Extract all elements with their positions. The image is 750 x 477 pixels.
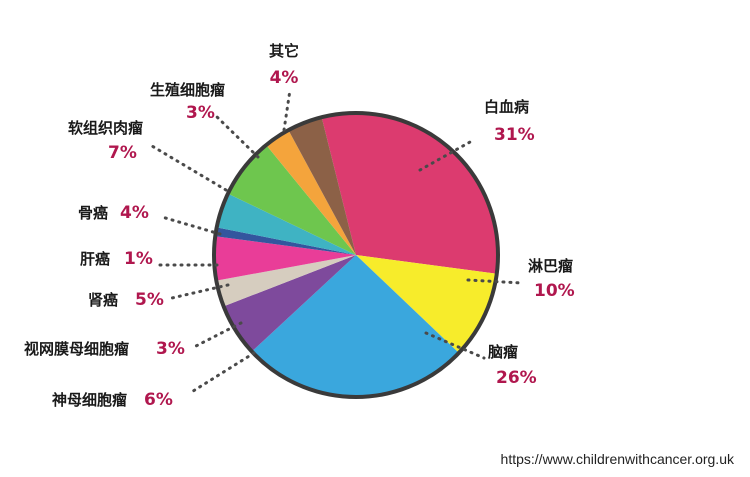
slice-label-11: 其它 xyxy=(269,42,299,60)
slice-value-1: 31% xyxy=(494,125,535,145)
slice-label-2: 淋巴瘤 xyxy=(528,257,573,275)
slice-value-2: 10% xyxy=(534,281,575,301)
slice-label-9: 软组织肉瘤 xyxy=(68,119,143,137)
pie-outline xyxy=(212,111,500,399)
slice-label-6: 肾癌 xyxy=(88,291,118,309)
leader-line-8 xyxy=(160,215,222,236)
leader-line-2 xyxy=(466,278,524,285)
slice-value-8: 4% xyxy=(120,203,149,223)
leader-line-4 xyxy=(188,351,256,395)
pie-slice-5 xyxy=(216,255,356,307)
pie-slice-7 xyxy=(215,227,356,255)
leader-line-1 xyxy=(418,140,472,172)
slice-value-10: 3% xyxy=(186,103,215,123)
pie-slice-8 xyxy=(216,193,356,255)
leader-line-11 xyxy=(282,88,292,132)
slice-label-10: 生殖细胞瘤 xyxy=(150,81,225,99)
slice-label-7: 肝癌 xyxy=(80,250,110,268)
pie-slice-11 xyxy=(288,117,356,255)
pie-slice-6 xyxy=(214,236,356,281)
slice-value-7: 1% xyxy=(124,249,153,269)
slice-label-1: 白血病 xyxy=(484,98,529,116)
slice-label-5: 视网膜母细胞瘤 xyxy=(24,340,129,358)
slice-value-9: 7% xyxy=(108,143,137,163)
leader-line-9 xyxy=(150,144,228,192)
slice-label-3: 脑瘤 xyxy=(488,343,518,361)
source-url: https://www.childrenwithcancer.org.uk xyxy=(500,451,734,467)
pie-slice-2 xyxy=(356,255,497,353)
slice-label-4: 神母细胞瘤 xyxy=(52,391,127,409)
pie-slice-3 xyxy=(251,255,459,398)
slice-value-6: 5% xyxy=(135,290,164,310)
pie-slice-9 xyxy=(227,144,356,255)
slice-value-4: 6% xyxy=(144,390,173,410)
leader-line-10 xyxy=(213,113,260,159)
leader-line-5 xyxy=(194,321,243,348)
pie-slice-10 xyxy=(266,130,356,255)
slice-value-3: 26% xyxy=(496,368,537,388)
pie-slice-4 xyxy=(223,255,356,352)
slice-label-8: 骨癌 xyxy=(78,204,108,222)
leader-line-6 xyxy=(170,283,230,300)
slice-value-5: 3% xyxy=(156,339,185,359)
slice-value-11: 4% xyxy=(270,68,299,88)
